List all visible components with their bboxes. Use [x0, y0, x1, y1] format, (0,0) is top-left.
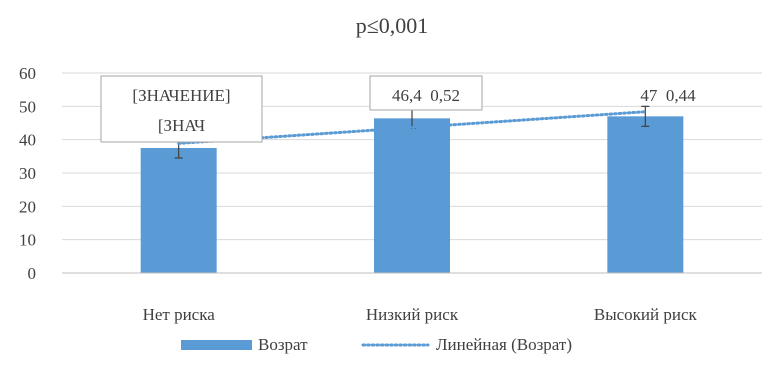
y-axis: 0 10 20 30 40 50 60	[19, 64, 36, 283]
data-label: [ЗНАЧЕНИЕ]	[132, 86, 230, 105]
y-tick-label: 0	[28, 264, 37, 283]
x-tick-label: Нет риска	[143, 305, 216, 324]
y-tick-label: 10	[19, 231, 36, 250]
y-tick-label: 40	[19, 131, 36, 150]
data-label: 47 0,44	[640, 86, 696, 105]
y-tick-label: 20	[19, 197, 36, 216]
bar	[607, 116, 684, 273]
x-tick-label: Низкий риск	[366, 305, 459, 324]
legend-label-trendline: Линейная (Возрат)	[436, 335, 572, 354]
bar	[140, 148, 217, 273]
bar	[374, 118, 450, 273]
legend-swatch-bar	[181, 340, 252, 350]
bars	[140, 116, 684, 273]
x-axis: Нет риска Низкий риск Высокий риск	[62, 272, 762, 324]
y-tick-label: 30	[19, 164, 36, 183]
y-tick-label: 60	[19, 64, 36, 83]
data-label: [ЗНАЧ	[158, 116, 205, 135]
x-tick-label: Высокий риск	[594, 305, 698, 324]
data-labels: [ЗНАЧЕНИЕ] [ЗНАЧ 46,4 0,52 47 0,44	[100, 75, 696, 143]
y-tick-label: 50	[19, 97, 36, 116]
data-label: 46,4 0,52	[392, 86, 460, 105]
error-bar	[641, 105, 650, 127]
chart-title: p≤0,001	[356, 13, 429, 38]
data-label-box	[100, 75, 263, 143]
legend: Возрат Линейная (Возрат)	[181, 335, 572, 354]
data-label-box	[369, 75, 483, 111]
legend-label-series: Возрат	[258, 335, 308, 354]
